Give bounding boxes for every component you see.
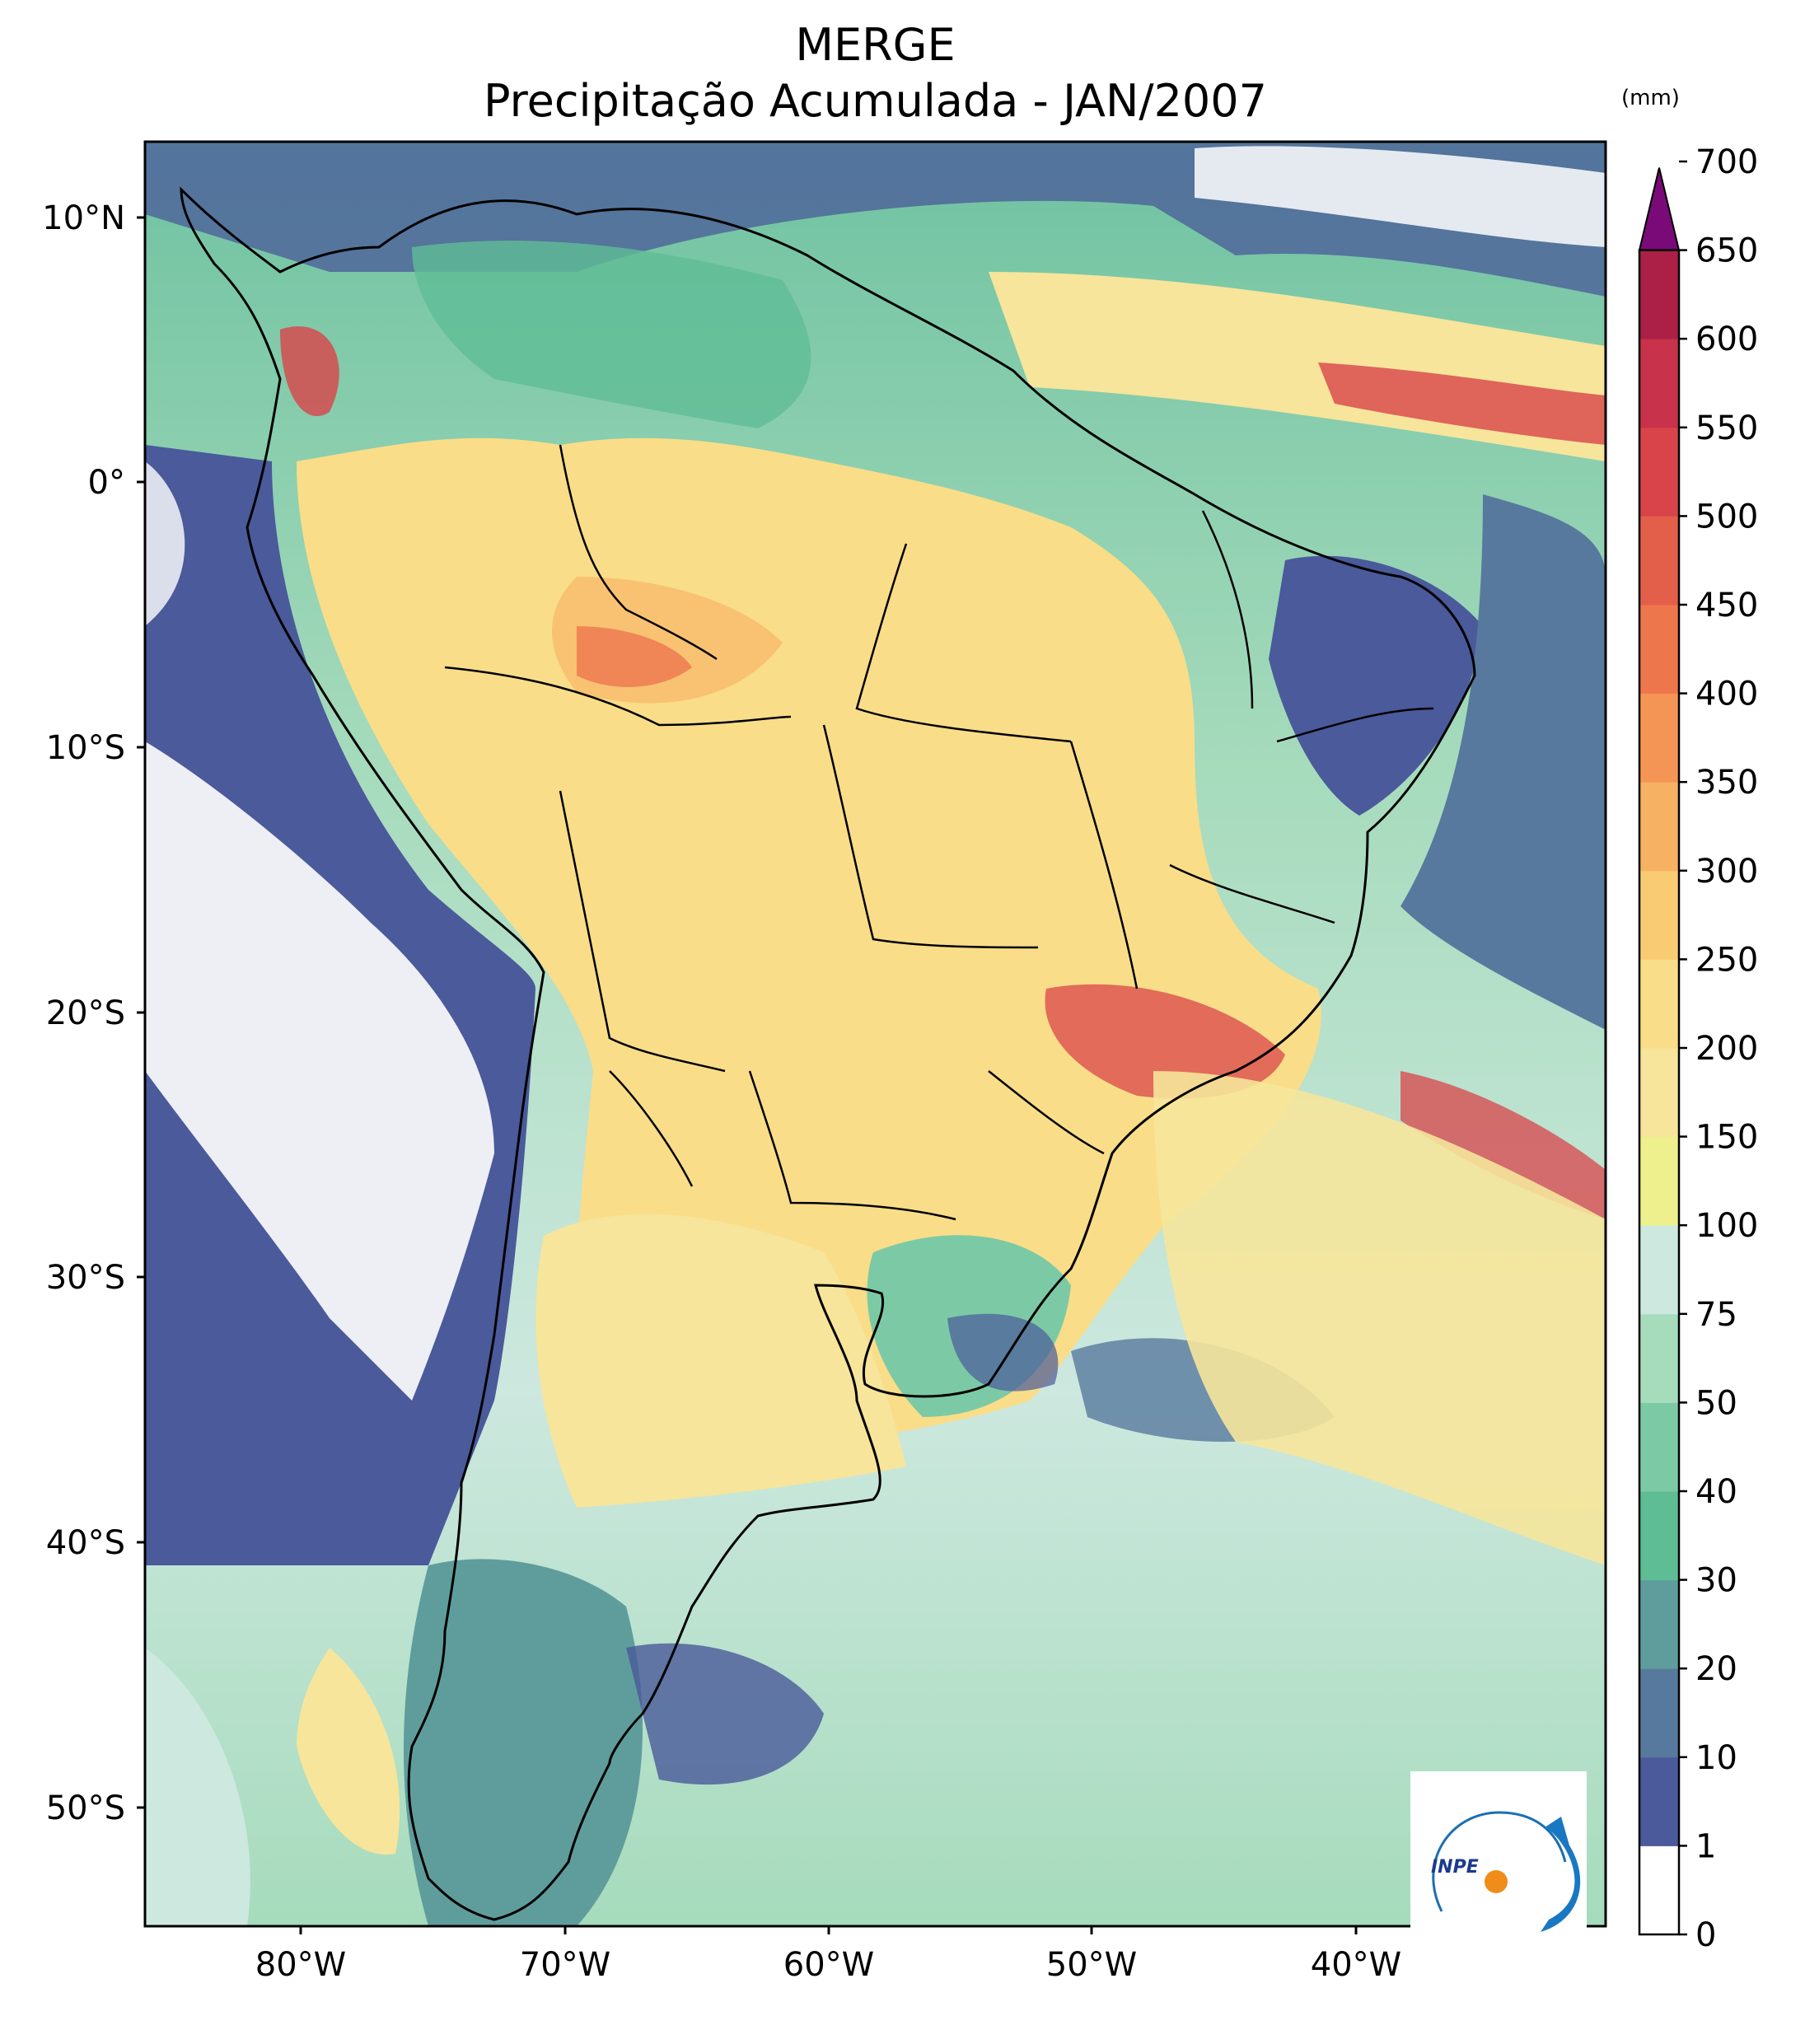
- colorbar-tick-label: 400: [1695, 676, 1758, 713]
- colorbar-extend-arrow: [1638, 167, 1681, 251]
- colorbar-tick-label: 500: [1695, 498, 1758, 536]
- colorbar-tick-label: 150: [1695, 1119, 1758, 1157]
- colorbar-segment: [1639, 1136, 1679, 1226]
- colorbar-tick-label: 0: [1695, 1916, 1716, 1954]
- axis-ticks: [137, 216, 1358, 1934]
- colorbar-tick-label: 30: [1695, 1562, 1737, 1600]
- colorbar-tick-label: 550: [1695, 409, 1758, 447]
- lon-label: 80°W: [255, 1946, 346, 1984]
- lat-label: 30°S: [46, 1259, 125, 1297]
- map-title: MERGE: [795, 19, 956, 71]
- map-subtitle: Precipitação Acumulada - JAN/2007: [483, 75, 1267, 127]
- lat-label: 20°S: [46, 994, 125, 1032]
- colorbar-segment: [1639, 516, 1679, 606]
- south-america-outline: [180, 186, 1476, 1921]
- map-frame: [143, 140, 1607, 1928]
- colorbar-segment: [1639, 1313, 1679, 1403]
- colorbar-tick-label: 600: [1695, 320, 1758, 358]
- colorbar-segment: [1639, 782, 1679, 872]
- lon-label: 40°W: [1311, 1946, 1401, 1984]
- colorbar-tick-label: 40: [1695, 1473, 1737, 1511]
- colorbar-segment: [1639, 1579, 1679, 1669]
- lon-label: 70°W: [520, 1946, 610, 1984]
- colorbar-segment: [1639, 339, 1679, 428]
- precipitation-field: [145, 142, 1606, 1926]
- lon-label: 60°W: [783, 1946, 874, 1984]
- colorbar-tick-label: 200: [1695, 1030, 1758, 1068]
- lat-label: 40°S: [46, 1524, 125, 1562]
- colorbar-tick-label: 50: [1695, 1384, 1737, 1422]
- colorbar-segment: [1639, 1668, 1679, 1758]
- colorbar-segment: [1639, 1402, 1679, 1492]
- colorbar-frame: [1638, 249, 1681, 1936]
- country-borders: [444, 444, 1434, 1221]
- colorbar-tick-label: 250: [1695, 941, 1758, 979]
- lon-label: 50°W: [1046, 1946, 1137, 1984]
- colorbar-unit: (mm): [1621, 86, 1680, 110]
- colorbar-segment: [1639, 427, 1679, 517]
- colorbar-tick-label: 1: [1695, 1827, 1716, 1865]
- colorbar-tick-label: 10: [1695, 1739, 1737, 1777]
- colorbar-segment: [1639, 1225, 1679, 1315]
- colorbar-tick-label: 20: [1695, 1650, 1737, 1688]
- inpe-logo: [1410, 1771, 1587, 1943]
- lat-label: 0°: [88, 464, 125, 502]
- lat-label: 50°S: [46, 1789, 125, 1827]
- colorbar-tick-label: 75: [1695, 1296, 1737, 1334]
- colorbar-segment: [1639, 693, 1679, 783]
- colorbar-segment: [1639, 1756, 1679, 1846]
- colorbar-tick-label: 700: [1695, 143, 1758, 181]
- colorbar-segment: [1639, 1491, 1679, 1581]
- colorbar-segment: [1639, 1845, 1679, 1935]
- lat-label: 10°S: [46, 729, 125, 767]
- lat-label: 10°N: [42, 199, 125, 237]
- colorbar-tick-label: 450: [1695, 587, 1758, 624]
- colorbar-segment: [1639, 1048, 1679, 1138]
- colorbar-tick-label: 650: [1695, 232, 1758, 270]
- colorbar-segment: [1639, 605, 1679, 695]
- colorbar: 0 1 10 20 30 40 50 75 100 150 200 250 300 350 400 450 50…: [1638, 143, 1758, 1954]
- colorbar-tick-label: 300: [1695, 853, 1758, 891]
- colorbar-segment: [1639, 959, 1679, 1049]
- colorbar-tick-label: 350: [1695, 764, 1758, 802]
- logo-text: INPE: [1431, 1857, 1479, 1878]
- colorbar-segment: [1639, 250, 1679, 339]
- colorbar-segment: [1639, 870, 1679, 960]
- colorbar-tick-label: 100: [1695, 1207, 1758, 1245]
